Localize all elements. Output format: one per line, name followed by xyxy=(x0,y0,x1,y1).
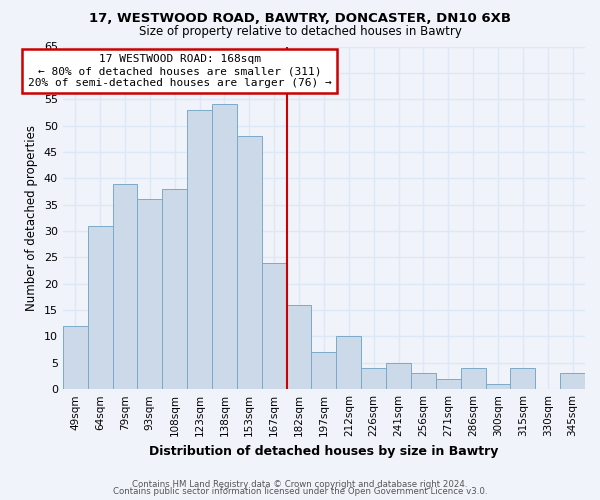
Bar xyxy=(137,200,162,389)
Text: Contains public sector information licensed under the Open Government Licence v3: Contains public sector information licen… xyxy=(113,487,487,496)
Bar xyxy=(187,110,212,389)
Bar xyxy=(337,336,361,389)
Bar xyxy=(386,363,411,389)
Text: Size of property relative to detached houses in Bawtry: Size of property relative to detached ho… xyxy=(139,25,461,38)
Bar xyxy=(63,326,88,389)
Bar xyxy=(88,226,113,389)
Bar xyxy=(411,374,436,389)
Text: 17, WESTWOOD ROAD, BAWTRY, DONCASTER, DN10 6XB: 17, WESTWOOD ROAD, BAWTRY, DONCASTER, DN… xyxy=(89,12,511,26)
Y-axis label: Number of detached properties: Number of detached properties xyxy=(25,125,38,311)
Bar xyxy=(162,189,187,389)
X-axis label: Distribution of detached houses by size in Bawtry: Distribution of detached houses by size … xyxy=(149,444,499,458)
Bar xyxy=(287,305,311,389)
Bar xyxy=(311,352,337,389)
Text: 17 WESTWOOD ROAD: 168sqm
← 80% of detached houses are smaller (311)
20% of semi-: 17 WESTWOOD ROAD: 168sqm ← 80% of detach… xyxy=(28,54,332,88)
Bar xyxy=(262,262,287,389)
Bar xyxy=(361,368,386,389)
Bar xyxy=(436,378,461,389)
Bar xyxy=(461,368,485,389)
Bar xyxy=(113,184,137,389)
Text: Contains HM Land Registry data © Crown copyright and database right 2024.: Contains HM Land Registry data © Crown c… xyxy=(132,480,468,489)
Bar xyxy=(511,368,535,389)
Bar xyxy=(560,374,585,389)
Bar xyxy=(212,104,237,389)
Bar xyxy=(237,136,262,389)
Bar xyxy=(485,384,511,389)
